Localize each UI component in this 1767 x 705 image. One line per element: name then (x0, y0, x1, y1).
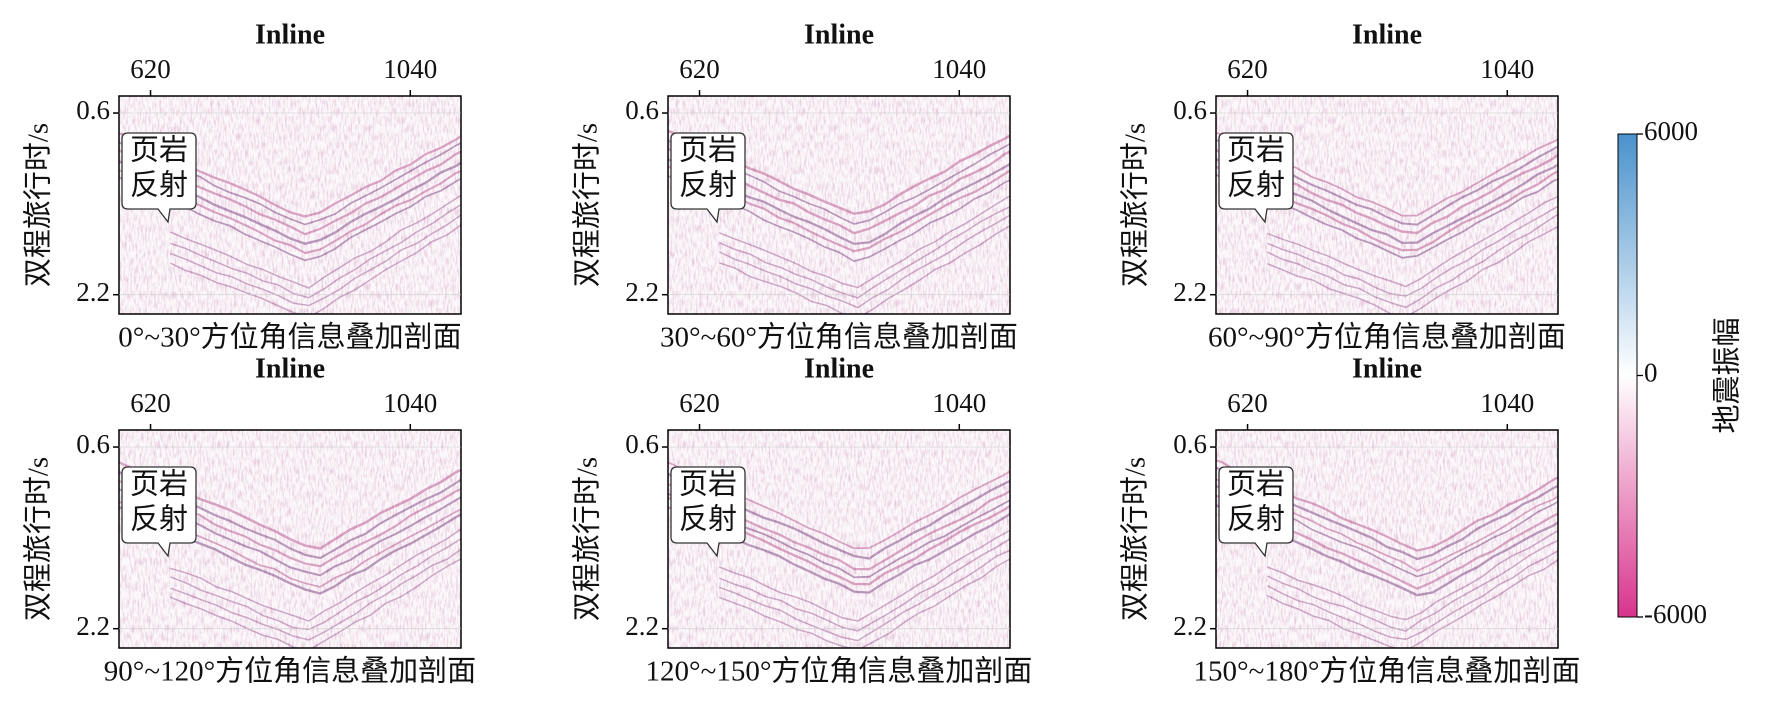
callout-box (1218, 132, 1294, 224)
annotation: 页岩 (130, 468, 188, 501)
reflector (1266, 539, 1558, 632)
reflector (719, 538, 1010, 632)
seismic-image (1216, 430, 1558, 648)
y-axis-label: 双程旅行时/s (22, 457, 55, 621)
annotation: 页岩 (679, 468, 737, 501)
reflector (719, 225, 1010, 314)
y-tick-label: 2.2 (1173, 277, 1207, 307)
colorbar-tick-label: 6000 (1644, 116, 1698, 146)
annotation: 反射 (679, 169, 737, 202)
annotation: 反射 (130, 503, 188, 536)
colorbar (1617, 133, 1638, 618)
annotation: 页岩 (1227, 134, 1285, 167)
callout-box (670, 132, 746, 224)
y-tick-label: 0.6 (1173, 429, 1207, 459)
axes-frame (1215, 95, 1559, 315)
y-tick-label: 0.6 (625, 95, 659, 125)
reflector (170, 557, 461, 648)
axis-title: Inline (255, 19, 325, 50)
y-tick-label: 2.2 (1173, 611, 1207, 641)
panel-caption: 90°~120°方位角信息叠加剖面 (104, 655, 476, 688)
annotation: 反射 (1227, 169, 1285, 202)
colorbar-tick-label: 0 (1644, 358, 1658, 388)
reflector (1266, 549, 1558, 641)
x-tick-label: 1040 (1480, 54, 1534, 84)
reflector (170, 537, 461, 631)
callout-box (1218, 466, 1294, 558)
x-tick-label: 620 (679, 388, 720, 418)
x-tick-label: 1040 (932, 388, 986, 418)
y-axis-label: 双程旅行时/s (571, 457, 604, 621)
callout-box (670, 466, 746, 558)
x-tick-label: 620 (1227, 54, 1268, 84)
y-tick-label: 2.2 (76, 277, 110, 307)
axis-title: Inline (804, 353, 874, 384)
annotation: 反射 (130, 169, 188, 202)
colorbar-tick-label: -6000 (1644, 599, 1707, 629)
axis-title: Inline (255, 353, 325, 384)
x-tick-label: 620 (679, 54, 720, 84)
reflector (719, 558, 1010, 648)
annotation: 页岩 (130, 134, 188, 167)
x-tick-label: 620 (1227, 388, 1268, 418)
y-tick-label: 0.6 (1173, 95, 1207, 125)
axes-frame (118, 429, 462, 649)
axes-frame (667, 95, 1011, 315)
axis-title: Inline (1352, 19, 1422, 50)
y-tick-label: 2.2 (625, 277, 659, 307)
y-tick-label: 2.2 (76, 611, 110, 641)
y-tick-label: 0.6 (625, 429, 659, 459)
reflector (170, 194, 461, 289)
reflector (170, 213, 461, 307)
y-axis-label: 双程旅行时/s (1119, 457, 1152, 621)
reflector (719, 205, 1010, 299)
annotation: 反射 (679, 503, 737, 536)
x-tick-label: 620 (130, 388, 171, 418)
x-tick-label: 620 (130, 54, 171, 84)
y-axis-label: 双程旅行时/s (571, 123, 604, 287)
x-tick-label: 1040 (383, 388, 437, 418)
panel-caption: 0°~30°方位角信息叠加剖面 (118, 321, 461, 354)
axes-frame (118, 95, 462, 315)
reflector (170, 203, 461, 299)
reflector (1267, 225, 1558, 314)
callout-box (121, 466, 197, 558)
reflector (719, 549, 1010, 642)
panel-caption: 120°~150°方位角信息叠加剖面 (646, 655, 1033, 688)
axis-title: Inline (804, 19, 874, 50)
y-axis-label: 双程旅行时/s (22, 123, 55, 287)
reflector (718, 214, 1010, 309)
reflector (169, 223, 461, 314)
panel-caption: 150°~180°方位角信息叠加剖面 (1194, 655, 1581, 688)
reflector (719, 529, 1010, 622)
x-tick-label: 1040 (932, 54, 986, 84)
callout-box (121, 132, 197, 224)
y-axis-label: 双程旅行时/s (1119, 123, 1152, 287)
reflector (1267, 529, 1558, 621)
seismic-image (119, 430, 461, 648)
reflector (170, 527, 461, 622)
reflector (1266, 558, 1558, 648)
reflector (170, 548, 461, 641)
panel-caption: 60°~90°方位角信息叠加剖面 (1208, 321, 1566, 354)
y-tick-label: 0.6 (76, 429, 110, 459)
colorbar-label: 地震振幅 (1711, 317, 1744, 433)
y-tick-label: 0.6 (76, 95, 110, 125)
reflector (1267, 205, 1558, 297)
reflector (1266, 213, 1558, 309)
axes-frame (1215, 429, 1559, 649)
y-tick-label: 2.2 (625, 611, 659, 641)
x-tick-label: 1040 (383, 54, 437, 84)
panel-caption: 30°~60°方位角信息叠加剖面 (660, 321, 1018, 354)
x-tick-label: 1040 (1480, 388, 1534, 418)
axis-title: Inline (1352, 353, 1422, 384)
annotation: 反射 (1227, 503, 1285, 536)
reflector (719, 195, 1010, 289)
axes-frame (667, 429, 1011, 649)
reflector (1267, 195, 1558, 288)
annotation: 页岩 (679, 134, 737, 167)
annotation: 页岩 (1227, 468, 1285, 501)
